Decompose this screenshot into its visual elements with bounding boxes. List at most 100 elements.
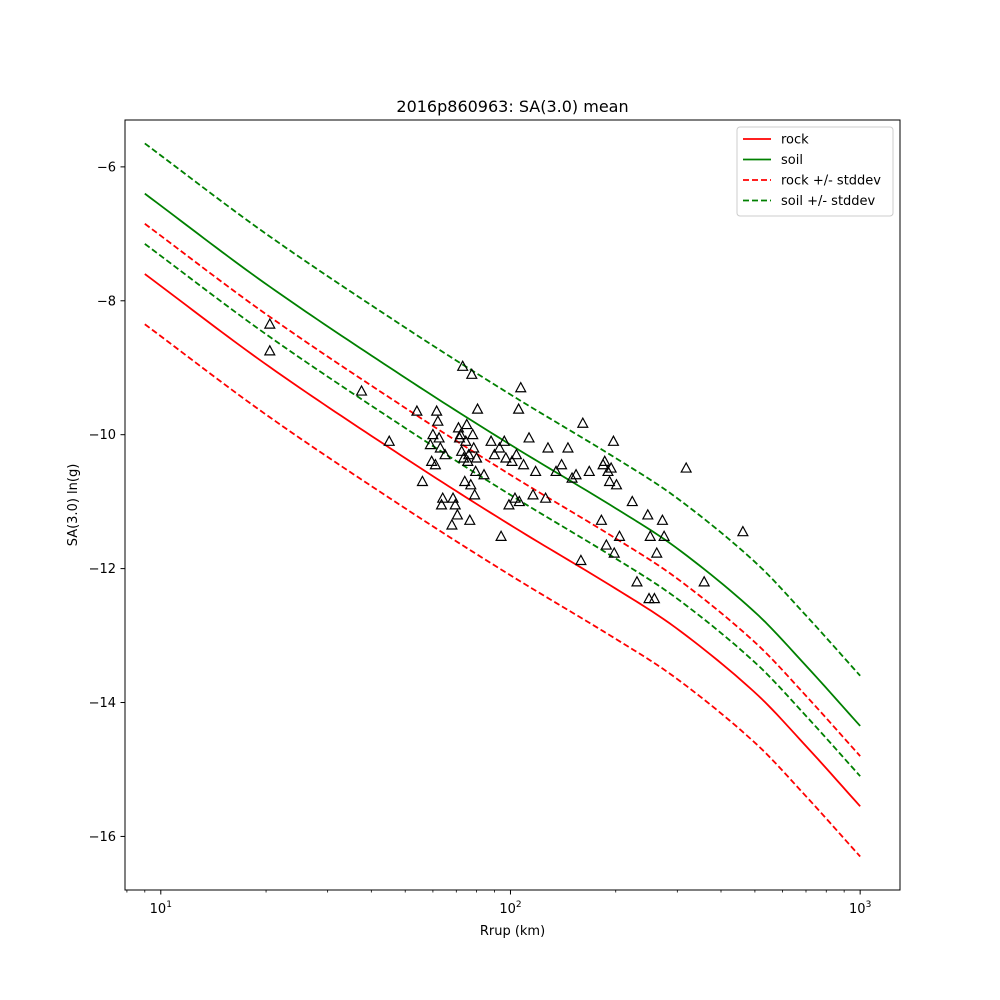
- legend-label: soil: [781, 153, 803, 168]
- observation-point: [513, 495, 526, 507]
- y-axis-label: SA(3.0) ln(g): [66, 464, 81, 547]
- observation-point: [574, 554, 587, 566]
- observation-point: [542, 441, 554, 453]
- observation-point: [736, 525, 749, 537]
- observation-point: [456, 359, 469, 371]
- observation-point: [485, 434, 498, 446]
- plot-area: [124, 119, 901, 891]
- observation-point: [426, 428, 439, 440]
- observation-markers: [263, 317, 749, 604]
- observation-point: [650, 546, 663, 558]
- observation-point: [608, 546, 621, 558]
- y-tick-label: −10: [89, 428, 116, 443]
- observation-point: [529, 465, 542, 477]
- observation-point: [610, 478, 623, 490]
- observation-point: [462, 448, 475, 460]
- observation-point: [431, 414, 444, 426]
- observation-point: [644, 530, 657, 541]
- y-tick-label: −16: [89, 830, 116, 845]
- observation-point: [434, 441, 447, 453]
- observation-point: [523, 431, 535, 443]
- observation-point: [506, 455, 518, 466]
- observation-point: [603, 475, 616, 487]
- observation-point: [458, 475, 471, 487]
- legend-label: rock: [781, 133, 809, 148]
- observation-point: [460, 418, 473, 430]
- observation-point: [451, 508, 464, 520]
- observation-point: [626, 495, 639, 507]
- observation-point: [607, 434, 620, 446]
- y-axis: −6 −8 −10 −12 −14 −16: [89, 160, 125, 845]
- observation-point: [465, 367, 478, 379]
- x-tick-label: 103: [849, 900, 871, 917]
- x-axis: 101 102 103: [126, 890, 871, 917]
- y-tick-label: −6: [97, 160, 116, 175]
- x-tick-label: 101: [150, 900, 172, 917]
- plot-frame: [124, 119, 901, 891]
- observation-point: [576, 416, 589, 428]
- observation-point: [648, 592, 661, 604]
- observation-point: [263, 317, 276, 329]
- observation-point: [498, 434, 511, 446]
- observation-point: [566, 471, 579, 483]
- observation-point: [383, 434, 396, 446]
- x-tick-label: 102: [499, 900, 521, 917]
- observation-point: [433, 431, 446, 443]
- observation-point: [478, 468, 490, 480]
- observation-point: [439, 448, 452, 460]
- observation-point: [598, 455, 611, 466]
- observation-point: [550, 465, 563, 477]
- observation-point: [527, 488, 539, 500]
- series-line-soil-stddev-4: [144, 142, 861, 677]
- observation-point: [503, 498, 515, 510]
- observation-point: [464, 478, 477, 490]
- observation-point: [424, 438, 437, 450]
- y-tick-label: −8: [97, 294, 116, 309]
- series-line-band-3: [144, 323, 861, 858]
- observation-point: [463, 513, 476, 525]
- observation-point: [595, 513, 608, 525]
- observation-point: [429, 458, 442, 470]
- observation-point: [641, 508, 654, 520]
- legend-label: rock +/- stddev: [781, 174, 881, 189]
- observation-point: [570, 468, 582, 480]
- observation-point: [452, 421, 465, 433]
- observation-point: [509, 491, 521, 503]
- y-tick-label: −14: [89, 696, 116, 711]
- chart-title: 2016p860963: SA(3.0) mean: [396, 97, 628, 116]
- observation-point: [468, 488, 481, 500]
- observation-point: [436, 491, 449, 503]
- observation-point: [512, 402, 525, 414]
- observation-point: [658, 530, 671, 541]
- observation-point: [355, 384, 368, 396]
- observation-point: [457, 451, 470, 463]
- observation-point: [470, 451, 483, 463]
- observation-point: [514, 381, 527, 393]
- observation-point: [499, 451, 512, 463]
- observation-point: [631, 575, 643, 587]
- series-line-rock-0: [144, 273, 861, 807]
- observation-point: [430, 404, 443, 416]
- x-axis-label: Rrup (km): [480, 924, 545, 939]
- observation-point: [471, 402, 484, 414]
- observation-point: [561, 441, 574, 453]
- observation-point: [445, 518, 458, 530]
- observation-point: [680, 461, 693, 473]
- legend-box: [736, 126, 894, 217]
- observation-point: [467, 441, 480, 453]
- observation-point: [698, 575, 711, 587]
- series-line-band-5: [144, 243, 861, 777]
- observation-point: [495, 530, 508, 541]
- observation-point: [493, 441, 506, 453]
- observation-point: [583, 465, 596, 477]
- observation-point: [453, 431, 466, 443]
- observation-point: [605, 461, 618, 473]
- observation-point: [459, 434, 472, 446]
- observation-point: [469, 465, 482, 477]
- y-tick-label: −12: [89, 562, 116, 577]
- observation-point: [517, 458, 530, 470]
- observation-point: [455, 444, 468, 456]
- legend: rock soil rock +/- stddev soil +/- stddev: [736, 126, 894, 217]
- observation-point: [555, 458, 568, 470]
